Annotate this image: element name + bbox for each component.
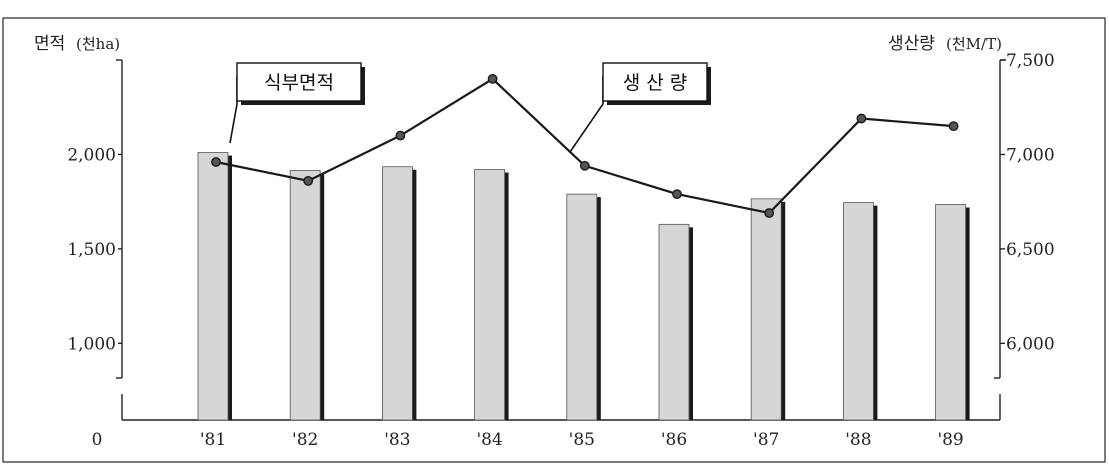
x-tick-label: '83 [384,430,410,450]
x-tick-label: '84 [476,430,502,450]
right-axis-unit: (천M/T) [946,35,1002,53]
right-tick-label: 6,000 [1006,334,1055,354]
line-point [673,190,681,198]
x-tick-label: '82 [292,430,318,450]
right-axis-title: 생산량 (천M/T) [888,34,1002,54]
right-tick-label: 7,000 [1006,145,1055,165]
line-point [488,75,496,83]
bar [475,170,505,420]
left-tick-label: 1,500 [67,240,116,260]
right-tick-label: 6,500 [1006,240,1055,260]
bar-series [198,153,970,420]
line-point [304,177,312,185]
bar [751,199,781,420]
line-point [581,162,589,170]
left-tick-label: 1,000 [67,334,116,354]
line-point [765,209,773,217]
callout-bar-label: 식부면적 [264,72,334,94]
left-axis-unit: (천ha) [76,35,120,53]
callout-bar-legend: 식부면적 [230,63,365,143]
x-tick-label: '86 [661,430,687,450]
left-tick-label: 2,000 [67,145,116,165]
x-tick-label: '81 [200,430,226,450]
x-tick-label: '89 [937,430,963,450]
callout-bar-pointer [230,76,237,143]
line-point [212,158,220,166]
right-axis-title-text: 생산량 [888,34,935,54]
bar [382,167,412,420]
bar [567,194,597,420]
line-point [949,122,957,130]
x-tick-labels: 0 '81 '82 '83 '84 '85 '86 '87 '88 '89 [92,430,964,450]
x-origin-label: 0 [92,430,103,450]
x-tick-label: '85 [569,430,595,450]
x-tick-label: '87 [753,430,779,450]
x-tick-label: '88 [845,430,871,450]
callout-line-legend: 생 산 량 [570,63,711,152]
callout-line-label: 생 산 량 [623,72,688,94]
bar [290,171,320,421]
callout-line-pointer [570,76,603,152]
bar [936,205,966,421]
left-axis-title: 면적 (천ha) [34,34,120,54]
bar [843,203,873,420]
left-axis-title-text: 면적 [34,34,65,54]
line-point [857,114,865,122]
right-tick-label: 7,500 [1006,51,1055,71]
bar [659,224,689,420]
bar [198,153,228,420]
line-point [396,131,404,139]
